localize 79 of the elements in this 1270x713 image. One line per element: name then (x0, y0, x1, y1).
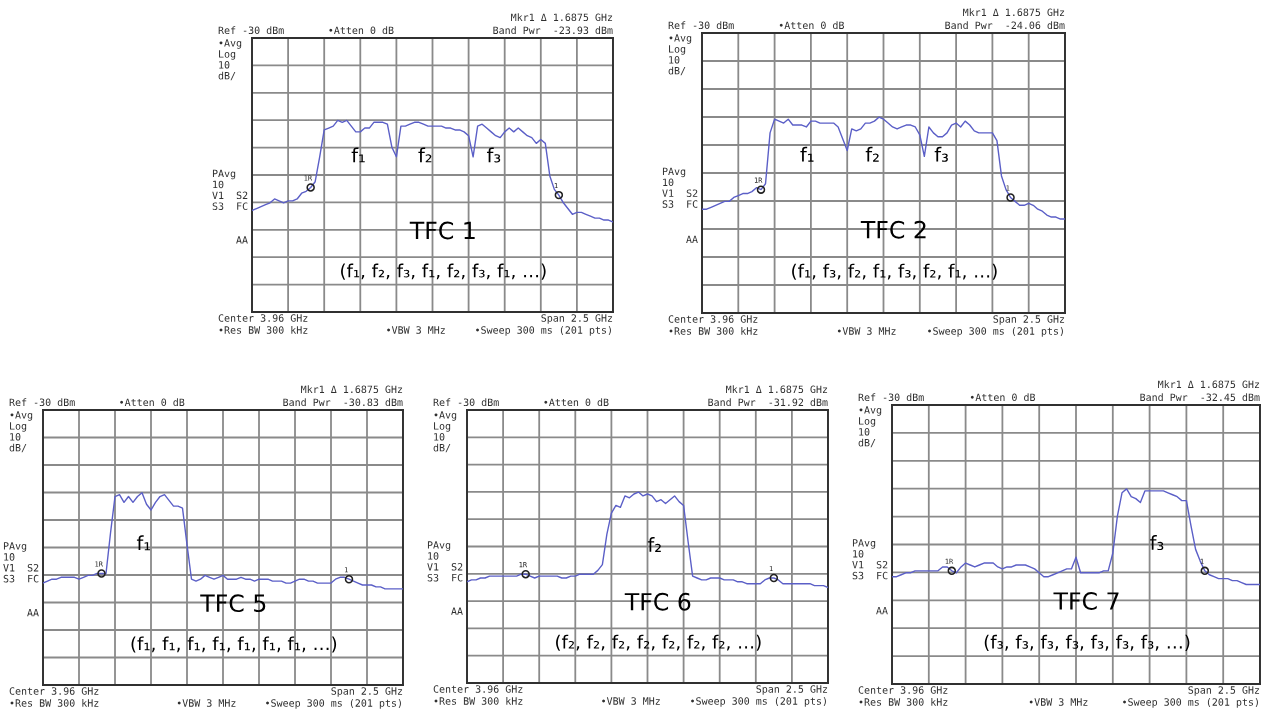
text: (f₁, f₃, f₂, f₁, f₃, f₂, f₁, …) (792, 263, 997, 280)
text: •VBW 3 MHz (177, 699, 236, 707)
text: •Res BW 300 kHz (859, 698, 948, 706)
text: (f₁, f₁, f₁, f₁, f₁, f₁, f₁, …) (131, 636, 337, 653)
text: Mkr1 Δ 1.6875 GHz (963, 8, 1065, 17)
text: Ref -30 dBm (9, 398, 75, 407)
annotation: f₂ (647, 537, 661, 552)
text: PAvg 10 V1 S2 S3 FC (662, 167, 698, 208)
text: •Avg Log 10 dB/ (858, 406, 882, 448)
annotation: f₃ (934, 146, 948, 162)
text: •Avg Log 10 dB/ (9, 411, 33, 453)
text: •Atten 0 dB (970, 393, 1036, 402)
text: •Avg Log 10 dB/ (668, 34, 692, 76)
text: •Avg Log 10 dB/ (433, 411, 457, 453)
text: Band Pwr -31.92 dBm (708, 398, 828, 407)
text: •Atten 0 dB (544, 398, 609, 407)
text: TFC 2 (860, 220, 926, 239)
text: Mkr1 Δ 1.6875 GHz (511, 13, 613, 22)
text: PAvg 10 V1 S2 S3 FC (212, 169, 248, 210)
text: Span 2.5 GHz (541, 314, 613, 324)
text: TFC 7 (1053, 592, 1119, 610)
annotation: f₁ (800, 146, 814, 162)
text: •Res BW 300 kHz (669, 327, 758, 335)
text: Mkr1 Δ 1.6875 GHz (301, 385, 403, 394)
text: •Sweep 300 ms (201 pts) (928, 327, 1063, 337)
text: Mkr1 Δ 1.6875 GHz (726, 385, 828, 394)
text: Span 2.5 GHz (993, 315, 1065, 325)
text: AA (876, 606, 888, 615)
text: •VBW 3 MHz (387, 326, 445, 334)
text: •Res BW 300 kHz (10, 699, 99, 707)
annotation: f₂ (418, 147, 432, 163)
annotation: f₁ (351, 147, 365, 163)
text: •Atten 0 dB (329, 26, 394, 35)
text: PAvg 10 V1 S2 S3 FC (3, 542, 39, 583)
text: AA (451, 607, 463, 615)
text: Ref -30 dBm (858, 393, 924, 402)
text: Center 3.96 GHz (9, 687, 99, 695)
text: •Res BW 300 kHz (434, 697, 523, 705)
text: •Atten 0 dB (120, 398, 185, 407)
text: •Sweep 300 ms (201 pts) (1123, 698, 1258, 708)
text: •Avg Log 10 dB/ (218, 39, 242, 81)
text: Ref -30 dBm (218, 26, 284, 35)
text: •VBW 3 MHz (1029, 698, 1088, 706)
text: •VBW 3 MHz (837, 327, 896, 335)
annotation: f₃ (1150, 535, 1164, 551)
text: •VBW 3 MHz (602, 697, 660, 705)
text: •Atten 0 dB (779, 21, 844, 30)
text: TFC 1 (409, 221, 475, 240)
text: (f₃, f₃, f₃, f₃, f₃, f₃, f₃, …) (984, 634, 1190, 651)
text: Band Pwr -24.06 dBm (945, 21, 1065, 30)
text: AA (236, 236, 248, 244)
text: Center 3.96 GHz (433, 685, 523, 693)
text: AA (27, 609, 39, 617)
text: TFC 6 (624, 592, 691, 611)
text: PAvg 10 V1 S2 S3 FC (427, 541, 463, 582)
text: (f₂, f₂, f₂, f₂, f₂, f₂, f₂, …) (556, 634, 761, 651)
text: TFC 5 (200, 594, 266, 613)
text: •Sweep 300 ms (201 pts) (266, 699, 401, 709)
text: Ref -30 dBm (668, 21, 734, 30)
annotation: f₂ (865, 146, 879, 162)
text: (f₁, f₂, f₃, f₁, f₂, f₃, f₁, …) (341, 263, 546, 280)
text: •Res BW 300 kHz (219, 326, 308, 334)
text: Band Pwr -23.93 dBm (493, 26, 613, 35)
text: AA (686, 235, 698, 243)
text: Ref -30 dBm (433, 398, 499, 407)
text: Band Pwr -32.45 dBm (1140, 393, 1260, 402)
text: Span 2.5 GHz (1188, 686, 1260, 696)
text: Span 2.5 GHz (756, 685, 828, 695)
text: •Sweep 300 ms (201 pts) (691, 697, 826, 707)
text: Center 3.96 GHz (218, 314, 308, 322)
text: Band Pwr -30.83 dBm (283, 398, 403, 407)
annotation: f₁ (136, 535, 151, 551)
text: Center 3.96 GHz (668, 315, 758, 323)
text: Span 2.5 GHz (331, 687, 403, 697)
text: Center 3.96 GHz (858, 686, 948, 694)
text: Mkr1 Δ 1.6875 GHz (1158, 380, 1260, 389)
text: •Sweep 300 ms (201 pts) (476, 326, 611, 336)
annotation: f₃ (487, 147, 501, 163)
text: PAvg 10 V1 S2 S3 FC (852, 539, 888, 580)
